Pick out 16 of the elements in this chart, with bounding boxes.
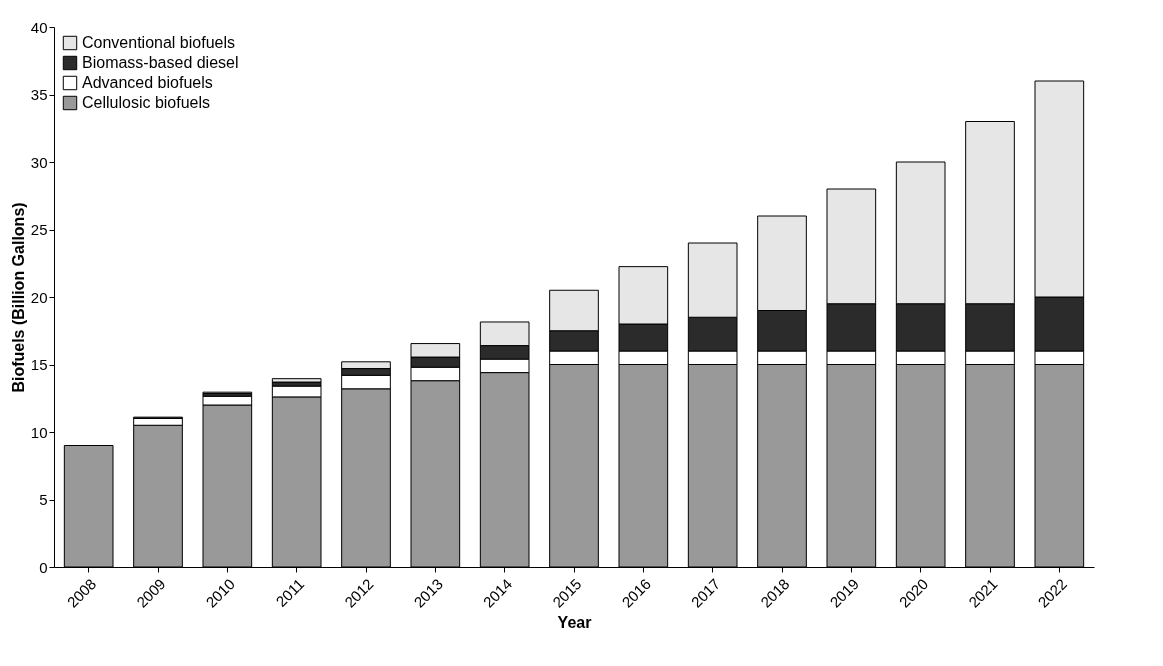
legend-label: Advanced biofuels — [82, 74, 213, 91]
y-tick-label: 40 — [30, 18, 48, 36]
legend-label: Cellulosic biofuels — [82, 94, 211, 111]
y-axis-title: Biofuels (Billion Gallons) — [9, 202, 27, 393]
legend-label: Biomass-based diesel — [82, 54, 239, 71]
y-tick-label: 30 — [30, 153, 48, 171]
y-tick-label: 25 — [30, 221, 48, 238]
y-tick-label: 20 — [30, 288, 48, 306]
bar — [271, 378, 322, 383]
legend-label: Conventional biofuels — [82, 34, 235, 51]
x-axis-title: Year — [557, 613, 592, 631]
y-tick-label: 35 — [30, 86, 48, 103]
y-tick-label: 15 — [30, 356, 48, 373]
y-tick-label: 5 — [39, 491, 48, 508]
y-tick-label: 10 — [30, 423, 48, 441]
y-tick-label: 0 — [39, 558, 48, 576]
